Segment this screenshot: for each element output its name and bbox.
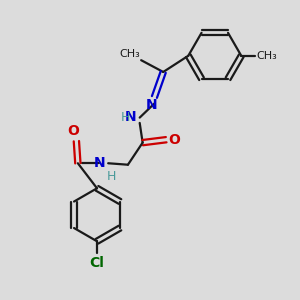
Text: N: N (94, 156, 106, 170)
Text: N: N (146, 98, 158, 112)
Text: O: O (169, 133, 180, 147)
Text: O: O (68, 124, 80, 138)
Text: Cl: Cl (90, 256, 104, 270)
Text: CH₃: CH₃ (256, 51, 277, 61)
Text: H: H (106, 170, 116, 183)
Text: H: H (121, 110, 130, 124)
Text: CH₃: CH₃ (119, 49, 140, 59)
Text: N: N (124, 110, 136, 124)
